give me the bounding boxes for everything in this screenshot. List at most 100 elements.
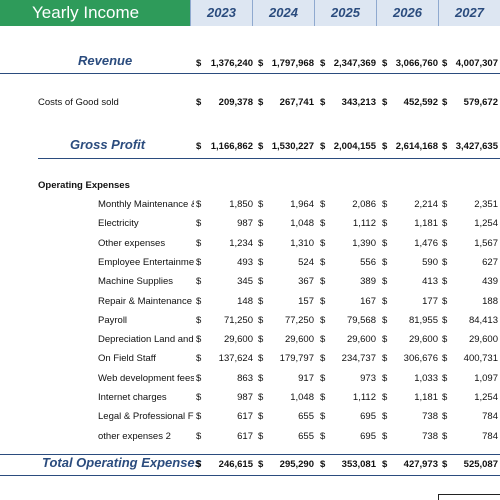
opex-cell[interactable]: 590 (422, 256, 438, 268)
opex-cell[interactable]: 1,048 (290, 218, 314, 230)
cogs-2025[interactable]: 343,213 (341, 97, 376, 108)
opex-cell[interactable]: 29,600 (284, 334, 314, 346)
opex-cell[interactable]: 77,250 (284, 314, 314, 326)
opex-cell[interactable]: 29,600 (223, 334, 253, 346)
opex-cell[interactable]: 84,413 (468, 314, 498, 326)
currency-symbol: $ (320, 218, 326, 230)
year-header-2025[interactable]: 2025 (314, 0, 376, 26)
gross-profit-2023[interactable]: 1,166,862 (210, 141, 253, 152)
currency-symbol: $ (258, 372, 264, 384)
opex-cell[interactable]: 29,600 (408, 334, 438, 346)
currency-symbol: $ (442, 58, 448, 69)
opex-cell[interactable]: 863 (237, 372, 253, 384)
opex-cell[interactable]: 1,567 (474, 237, 498, 249)
opex-cell[interactable]: 157 (298, 295, 314, 307)
revenue-2023[interactable]: 1,376,240 (210, 58, 253, 69)
opex-cell[interactable]: 784 (482, 411, 498, 423)
opex-cell[interactable]: 439 (482, 276, 498, 288)
gross-profit-2025[interactable]: 2,004,155 (333, 141, 376, 152)
opex-cell[interactable]: 1,048 (290, 392, 314, 403)
opex-cell[interactable]: 1,254 (474, 392, 498, 403)
opex-cell[interactable]: 493 (237, 256, 253, 268)
opex-cell[interactable]: 179,797 (279, 353, 314, 365)
opex-cell[interactable]: 1,097 (474, 372, 498, 384)
revenue-2026[interactable]: 3,066,760 (395, 58, 438, 69)
opex-cell[interactable]: 81,955 (408, 314, 438, 326)
opex-cell[interactable]: 167 (360, 295, 376, 307)
opex-cell[interactable]: 917 (298, 372, 314, 384)
opex-cell[interactable]: 1,476 (414, 237, 438, 249)
opex-cell[interactable]: 655 (298, 411, 314, 423)
opex-row-label: Repair & Maintenance (98, 295, 192, 307)
opex-cell[interactable]: 2,351 (474, 199, 498, 210)
opex-cell[interactable]: 738 (422, 411, 438, 423)
opex-cell[interactable]: 1,964 (290, 199, 314, 210)
opex-cell[interactable]: 627 (482, 256, 498, 268)
opex-cell[interactable]: 617 (237, 411, 253, 423)
currency-symbol: $ (320, 392, 326, 403)
cogs-2024[interactable]: 267,741 (279, 97, 314, 108)
cogs-2026[interactable]: 452,592 (403, 97, 438, 108)
opex-cell[interactable]: 2,086 (352, 199, 376, 210)
opex-cell[interactable]: 987 (237, 218, 253, 230)
revenue-2027[interactable]: 4,007,307 (455, 58, 498, 69)
opex-cell[interactable]: 987 (237, 392, 253, 403)
year-header-2027[interactable]: 2027 (438, 0, 500, 26)
currency-symbol: $ (382, 141, 388, 152)
gross-profit-2024[interactable]: 1,530,227 (271, 141, 314, 152)
opex-cell[interactable]: 29,600 (346, 334, 376, 346)
currency-symbol: $ (382, 353, 388, 365)
total-opex-2025[interactable]: 353,081 (341, 459, 376, 470)
opex-cell[interactable]: 1,112 (352, 392, 376, 403)
opex-cell[interactable]: 1,112 (352, 218, 376, 230)
opex-cell[interactable]: 1,310 (290, 237, 314, 249)
opex-cell[interactable]: 524 (298, 256, 314, 268)
total-opex-2023[interactable]: 246,615 (218, 459, 253, 470)
opex-cell[interactable]: 71,250 (223, 314, 253, 326)
year-header-2024[interactable]: 2024 (252, 0, 314, 26)
opex-cell[interactable]: 973 (360, 372, 376, 384)
opex-cell[interactable]: 2,214 (414, 199, 438, 210)
opex-cell[interactable]: 367 (298, 276, 314, 288)
opex-cell[interactable]: 1,254 (474, 218, 498, 230)
opex-cell[interactable]: 784 (482, 430, 498, 442)
opex-cell[interactable]: 617 (237, 430, 253, 442)
opex-cell[interactable]: 177 (422, 295, 438, 307)
opex-cell[interactable]: 695 (360, 430, 376, 442)
opex-cell[interactable]: 79,568 (346, 314, 376, 326)
year-header-2023[interactable]: 2023 (190, 0, 252, 26)
opex-cell[interactable]: 655 (298, 430, 314, 442)
opex-cell[interactable]: 29,600 (468, 334, 498, 346)
total-opex-2026[interactable]: 427,973 (403, 459, 438, 470)
opex-cell[interactable]: 148 (237, 295, 253, 307)
currency-symbol: $ (382, 218, 388, 230)
opex-cell[interactable]: 1,181 (414, 218, 438, 230)
opex-cell[interactable]: 137,624 (218, 353, 253, 365)
opex-cell[interactable]: 234,737 (341, 353, 376, 365)
opex-cell[interactable]: 413 (422, 276, 438, 288)
opex-cell[interactable]: 738 (422, 430, 438, 442)
opex-cell[interactable]: 1,850 (229, 199, 253, 210)
opex-cell[interactable]: 1,181 (414, 392, 438, 403)
opex-cell[interactable]: 1,390 (352, 237, 376, 249)
gross-profit-2027[interactable]: 3,427,635 (455, 141, 498, 152)
cogs-2027[interactable]: 579,672 (463, 97, 498, 108)
opex-cell[interactable]: 400,731 (463, 353, 498, 365)
opex-cell[interactable]: 556 (360, 256, 376, 268)
opex-cell[interactable]: 306,676 (403, 353, 438, 365)
gross-profit-2026[interactable]: 2,614,168 (395, 141, 438, 152)
opex-cell[interactable]: 1,234 (229, 237, 253, 249)
revenue-2024[interactable]: 1,797,968 (271, 58, 314, 69)
opex-cell[interactable]: 695 (360, 411, 376, 423)
opex-cell[interactable]: 389 (360, 276, 376, 288)
opex-cell[interactable]: 188 (482, 295, 498, 307)
cogs-2023[interactable]: 209,378 (218, 97, 253, 108)
currency-symbol: $ (196, 276, 202, 288)
year-header-2026[interactable]: 2026 (376, 0, 438, 26)
opex-cell[interactable]: 345 (237, 276, 253, 288)
total-opex-2027[interactable]: 525,087 (463, 459, 498, 470)
currency-symbol: $ (382, 58, 388, 69)
revenue-2025[interactable]: 2,347,369 (333, 58, 376, 69)
total-opex-2024[interactable]: 295,290 (279, 459, 314, 470)
opex-cell[interactable]: 1,033 (414, 372, 438, 384)
